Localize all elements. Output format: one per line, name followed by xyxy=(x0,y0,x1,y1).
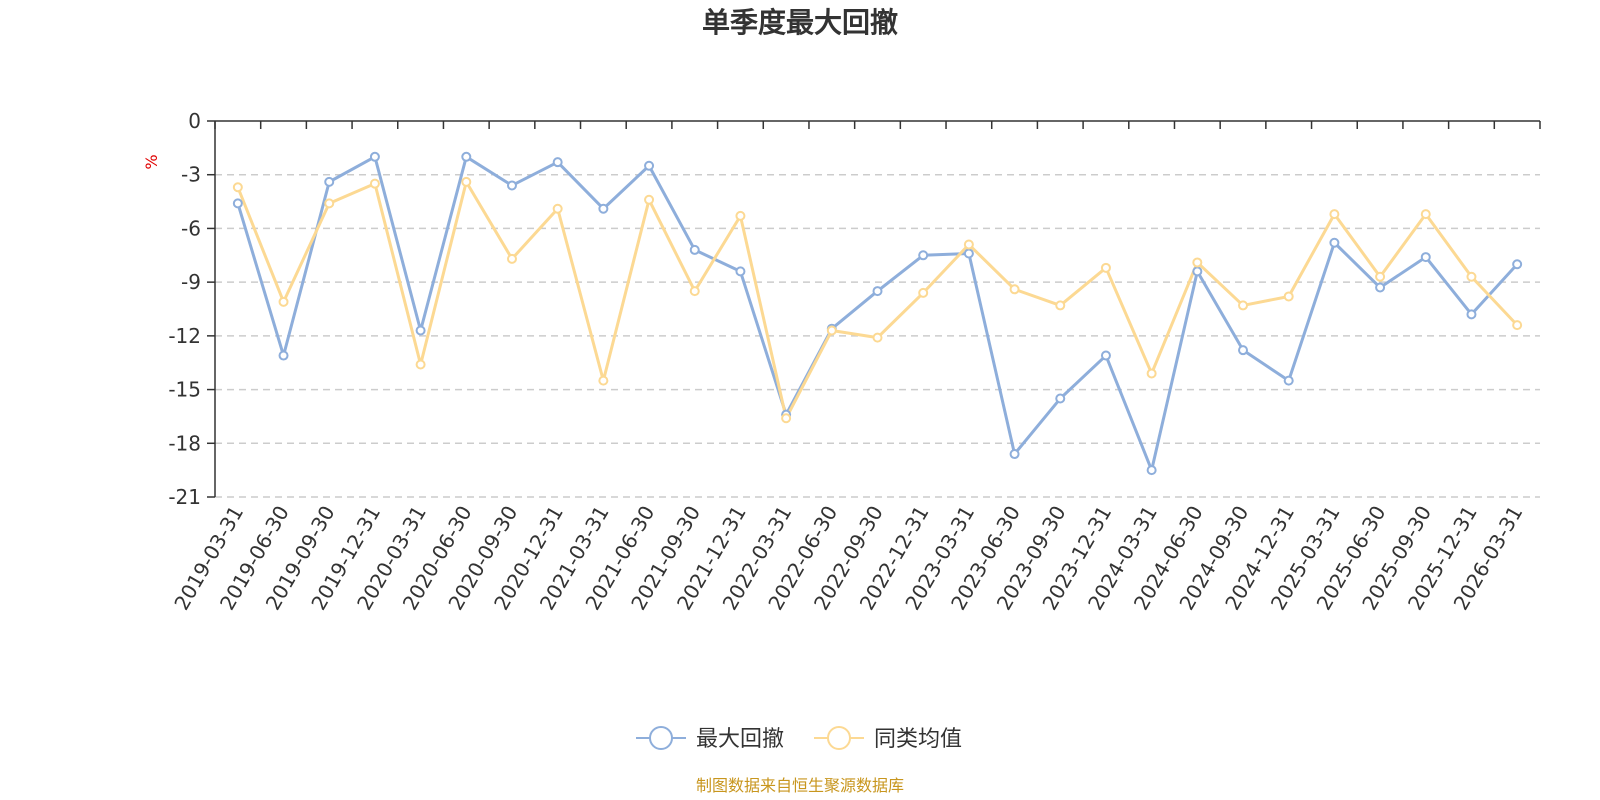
series-1-point xyxy=(1329,237,1340,248)
series-1-point xyxy=(1009,449,1020,460)
series-group xyxy=(232,151,1523,476)
y-tick-label: -18 xyxy=(168,431,201,455)
series-1-point xyxy=(918,250,929,261)
y-tick-label: -6 xyxy=(181,216,201,240)
series-2-point xyxy=(1420,209,1431,220)
series-2-point xyxy=(918,287,929,298)
series-line-1 xyxy=(236,155,1519,472)
series-2-point xyxy=(826,325,837,336)
series-1-point xyxy=(1466,309,1477,320)
legend-label: 最大回撤 xyxy=(696,727,784,752)
y-tick-label: -3 xyxy=(181,163,201,187)
legend-item-1[interactable]: 最大回撤 xyxy=(636,726,784,752)
legend-item-2[interactable]: 同类均值 xyxy=(814,726,962,752)
legend-label: 同类均值 xyxy=(874,727,962,752)
series-1-point xyxy=(1420,252,1431,263)
series-2-point xyxy=(689,286,700,297)
series-1-point xyxy=(598,203,609,214)
series-2-point xyxy=(461,176,472,187)
series-1-point xyxy=(963,248,974,259)
series-2-point xyxy=(415,359,426,370)
series-2-point xyxy=(552,203,563,214)
series-1-point xyxy=(278,350,289,361)
series-2-point xyxy=(735,210,746,221)
series-2-point xyxy=(506,253,517,264)
series-2-point xyxy=(1466,271,1477,282)
y-tick-label: -21 xyxy=(168,485,201,509)
series-2-point xyxy=(232,182,243,193)
series-1-point xyxy=(735,266,746,277)
series-1-point xyxy=(552,157,563,168)
y-axis-unit-label: % xyxy=(142,154,161,169)
series-1-point xyxy=(1512,259,1523,270)
series-2-point xyxy=(781,413,792,424)
y-tick-label: 0 xyxy=(188,109,201,133)
legend[interactable]: 最大回撤 同类均值 xyxy=(636,726,962,752)
series-2-point xyxy=(324,198,335,209)
series-2-point xyxy=(598,375,609,386)
series-1-point xyxy=(1146,465,1157,476)
series-1-point xyxy=(461,151,472,162)
series-2-point xyxy=(1375,271,1386,282)
y-tick-label: -9 xyxy=(181,270,201,294)
series-1-point xyxy=(644,160,655,171)
series-2-point xyxy=(872,332,883,343)
y-tick-label: -15 xyxy=(168,378,201,402)
series-2-point xyxy=(278,296,289,307)
series-2-point xyxy=(1100,262,1111,273)
series-2-point xyxy=(963,239,974,250)
series-1-point xyxy=(415,325,426,336)
series-1-point xyxy=(232,198,243,209)
series-2-point xyxy=(1512,320,1523,331)
series-2-point xyxy=(644,194,655,205)
y-tick-label: -12 xyxy=(168,324,201,348)
chart-title: 单季度最大回撤 xyxy=(702,6,898,39)
series-1-point xyxy=(324,176,335,187)
source-note: 制图数据来自恒生聚源数据库 xyxy=(696,776,904,795)
series-1-point xyxy=(1238,345,1249,356)
series-1-point xyxy=(1100,350,1111,361)
series-2-point xyxy=(369,178,380,189)
series-1-point xyxy=(369,151,380,162)
series-1-point xyxy=(1283,375,1294,386)
series-1-point xyxy=(1055,393,1066,404)
series-1-point xyxy=(872,286,883,297)
series-1-point xyxy=(1375,282,1386,293)
series-2-point xyxy=(1329,209,1340,220)
series-2-point xyxy=(1009,284,1020,295)
series-1-point xyxy=(506,180,517,191)
series-2-point xyxy=(1146,368,1157,379)
series-1-point xyxy=(1192,266,1203,277)
series-2-point xyxy=(1283,291,1294,302)
series-2-point xyxy=(1055,300,1066,311)
series-2-point xyxy=(1192,257,1203,268)
series-2-point xyxy=(1238,300,1249,311)
series-1-point xyxy=(689,244,700,255)
grid-lines xyxy=(215,173,1540,498)
legend-circle-icon xyxy=(649,726,673,750)
legend-circle-icon xyxy=(827,726,851,750)
